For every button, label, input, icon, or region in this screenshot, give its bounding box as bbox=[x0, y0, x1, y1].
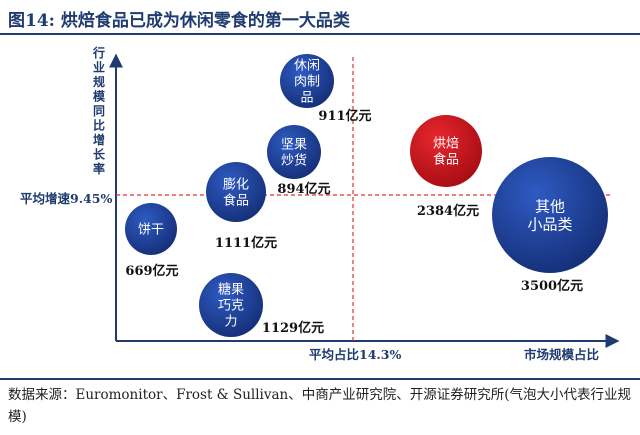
y-axis-label-char: 率 bbox=[93, 161, 105, 176]
bubble-chart: 行业规模同比增长率 平均增速9.45% 平均占比14.3% 市场规模占比 休闲肉… bbox=[20, 45, 620, 362]
y-axis-label-char: 比 bbox=[93, 118, 105, 133]
bubble-5 bbox=[199, 273, 263, 337]
source-divider bbox=[0, 378, 640, 380]
bubble-value-label: 894亿元 bbox=[277, 181, 330, 197]
bubble-value-label: 1111亿元 bbox=[215, 235, 277, 251]
average-growth-label: 平均增速9.45% bbox=[20, 191, 112, 206]
y-axis-label-char: 行 bbox=[92, 45, 105, 60]
y-axis-label-char: 业 bbox=[93, 60, 105, 75]
figure-title-bar: 图14: 烘焙食品已成为休闲零食的第一大品类 bbox=[0, 0, 640, 35]
bubble-label: 其他小品类 bbox=[527, 197, 572, 233]
bubble-label: 坚果炒货 bbox=[281, 138, 307, 169]
bubble-value-label: 3500亿元 bbox=[521, 278, 583, 294]
y-axis-label-char: 规 bbox=[93, 74, 105, 89]
y-axis-label-char: 模 bbox=[93, 89, 106, 104]
bubble-3 bbox=[206, 162, 266, 222]
bubble-label: 膨化食品 bbox=[223, 178, 249, 209]
bubble-label: 糖果巧克力 bbox=[218, 282, 244, 330]
bubble-6 bbox=[410, 115, 482, 187]
bubble-label: 饼干 bbox=[138, 223, 164, 238]
y-axis-label-char: 增 bbox=[93, 132, 105, 147]
y-axis-label-char: 同 bbox=[93, 104, 105, 118]
bubble-2 bbox=[267, 125, 321, 179]
bubble-label: 烘焙食品 bbox=[433, 137, 459, 168]
bubble-4 bbox=[125, 203, 177, 255]
figure-title: 图14: 烘焙食品已成为休闲零食的第一大品类 bbox=[8, 11, 350, 31]
bubble-value-label: 911亿元 bbox=[318, 108, 371, 124]
bubble-value-label: 1129亿元 bbox=[262, 320, 324, 336]
bubble-value-label: 2384亿元 bbox=[417, 203, 479, 219]
title-divider bbox=[0, 33, 640, 35]
source-note: 数据来源：Euromonitor、Frost & Sullivan、中商产业研究… bbox=[8, 387, 632, 425]
average-share-label: 平均占比14.3% bbox=[309, 347, 401, 362]
bubble-value-label: 669亿元 bbox=[125, 263, 178, 279]
bubble-1 bbox=[280, 54, 334, 108]
bubble-7 bbox=[492, 157, 608, 273]
y-axis-label: 行业规模同比增长率 bbox=[92, 45, 106, 176]
y-axis-label-char: 长 bbox=[93, 147, 106, 162]
x-axis-label: 市场规模占比 bbox=[524, 347, 600, 362]
bubble-label: 休闲肉制品 bbox=[294, 59, 320, 106]
